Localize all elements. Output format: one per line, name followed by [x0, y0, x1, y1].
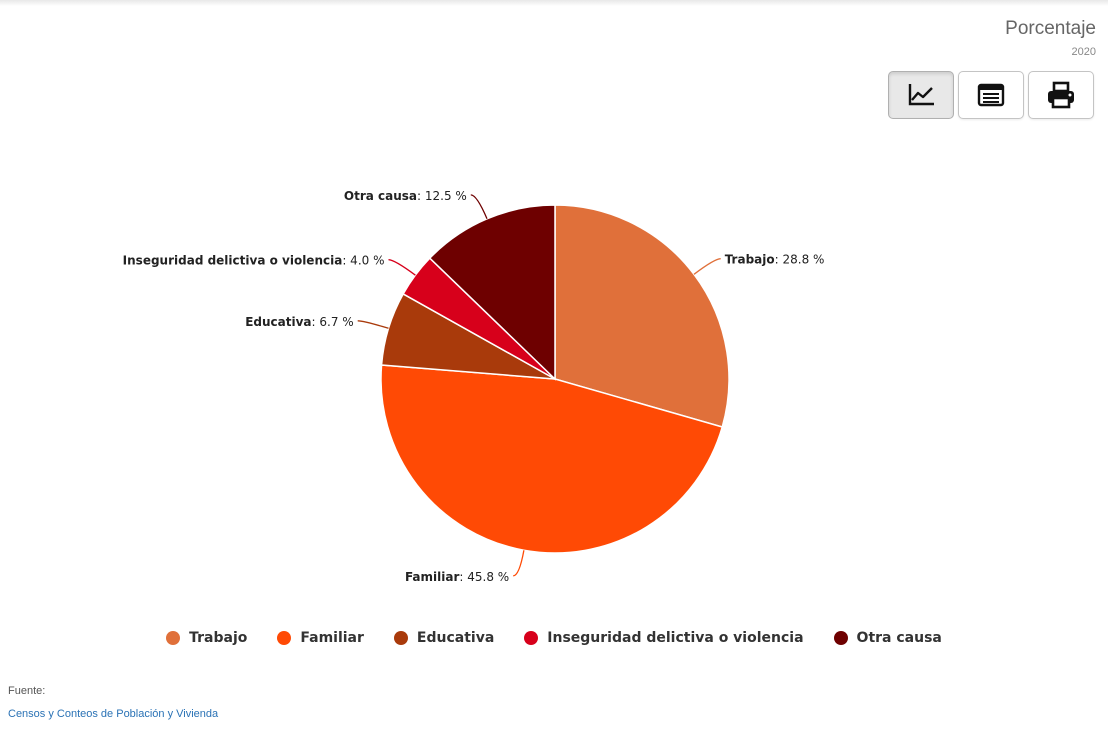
data-label-value: : 45.8 % [459, 570, 509, 584]
label-connector [357, 320, 389, 329]
legend-label: Educativa [416, 630, 495, 646]
data-label: Inseguridad delictiva o violencia: 4.0 % [123, 254, 385, 268]
legend-label: Inseguridad delictiva o violencia [547, 630, 804, 646]
legend-label: Otra causa [856, 630, 942, 646]
legend-marker [393, 631, 408, 645]
year-label: 2020 [1071, 46, 1096, 58]
pie-slice-otra-causa[interactable] [428, 204, 556, 381]
table-icon [977, 83, 1005, 107]
data-label: Trabajo: 28.8 % [725, 253, 825, 267]
legend-item[interactable]: Inseguridad delictiva o violencia [524, 630, 804, 646]
legend-label: Trabajo [189, 630, 248, 646]
label-connector [693, 258, 721, 275]
data-label-name: Otra causa [344, 189, 417, 203]
top-edge [0, 0, 1108, 6]
line-chart-icon [908, 84, 934, 106]
pie-slice-familiar[interactable] [380, 364, 724, 554]
source-link[interactable]: Censos y Conteos de Población y Vivienda [8, 708, 219, 720]
data-label: Educativa: 6.7 % [245, 315, 353, 329]
legend-label: Familiar [300, 630, 364, 646]
legend-item[interactable]: Familiar [277, 630, 364, 646]
table-view-button[interactable] [958, 71, 1024, 119]
label-connector [513, 550, 525, 577]
data-label-value: : 4.0 % [342, 254, 384, 268]
legend-marker [833, 631, 848, 645]
legend-marker [524, 631, 539, 645]
source-label: Fuente: [8, 685, 46, 697]
data-label-name: Educativa [245, 315, 311, 329]
legend-item[interactable]: Educativa [393, 630, 495, 646]
chart-toolbar [888, 71, 1094, 119]
data-label-name: Inseguridad delictiva o violencia [123, 254, 343, 268]
unit-label: Porcentaje [1005, 18, 1096, 39]
data-label-value: : 28.8 % [775, 253, 825, 267]
label-connector [388, 259, 416, 276]
data-label-value: : 12.5 % [417, 189, 467, 203]
chart-legend: Trabajo Familiar Educativa Inseguridad deli… [0, 630, 1108, 646]
data-label: Otra causa: 12.5 % [344, 189, 467, 203]
data-label: Familiar: 45.8 % [405, 570, 509, 584]
printer-icon [1048, 81, 1074, 109]
legend-item[interactable]: Trabajo [166, 630, 247, 646]
label-connector [470, 194, 488, 220]
pie-chart: Trabajo: 28.8 % Familiar: 45.8 % Educativa… [123, 189, 825, 584]
chart-view-button[interactable] [888, 71, 954, 119]
legend-marker [166, 631, 181, 645]
print-button[interactable] [1028, 71, 1094, 119]
data-label-name: Trabajo [725, 253, 775, 267]
pie-slice-trabajo[interactable] [554, 204, 730, 428]
data-label-value: : 6.7 % [312, 315, 354, 329]
legend-marker [277, 631, 292, 645]
data-label-name: Familiar [405, 570, 460, 584]
legend-item[interactable]: Otra causa [833, 630, 942, 646]
